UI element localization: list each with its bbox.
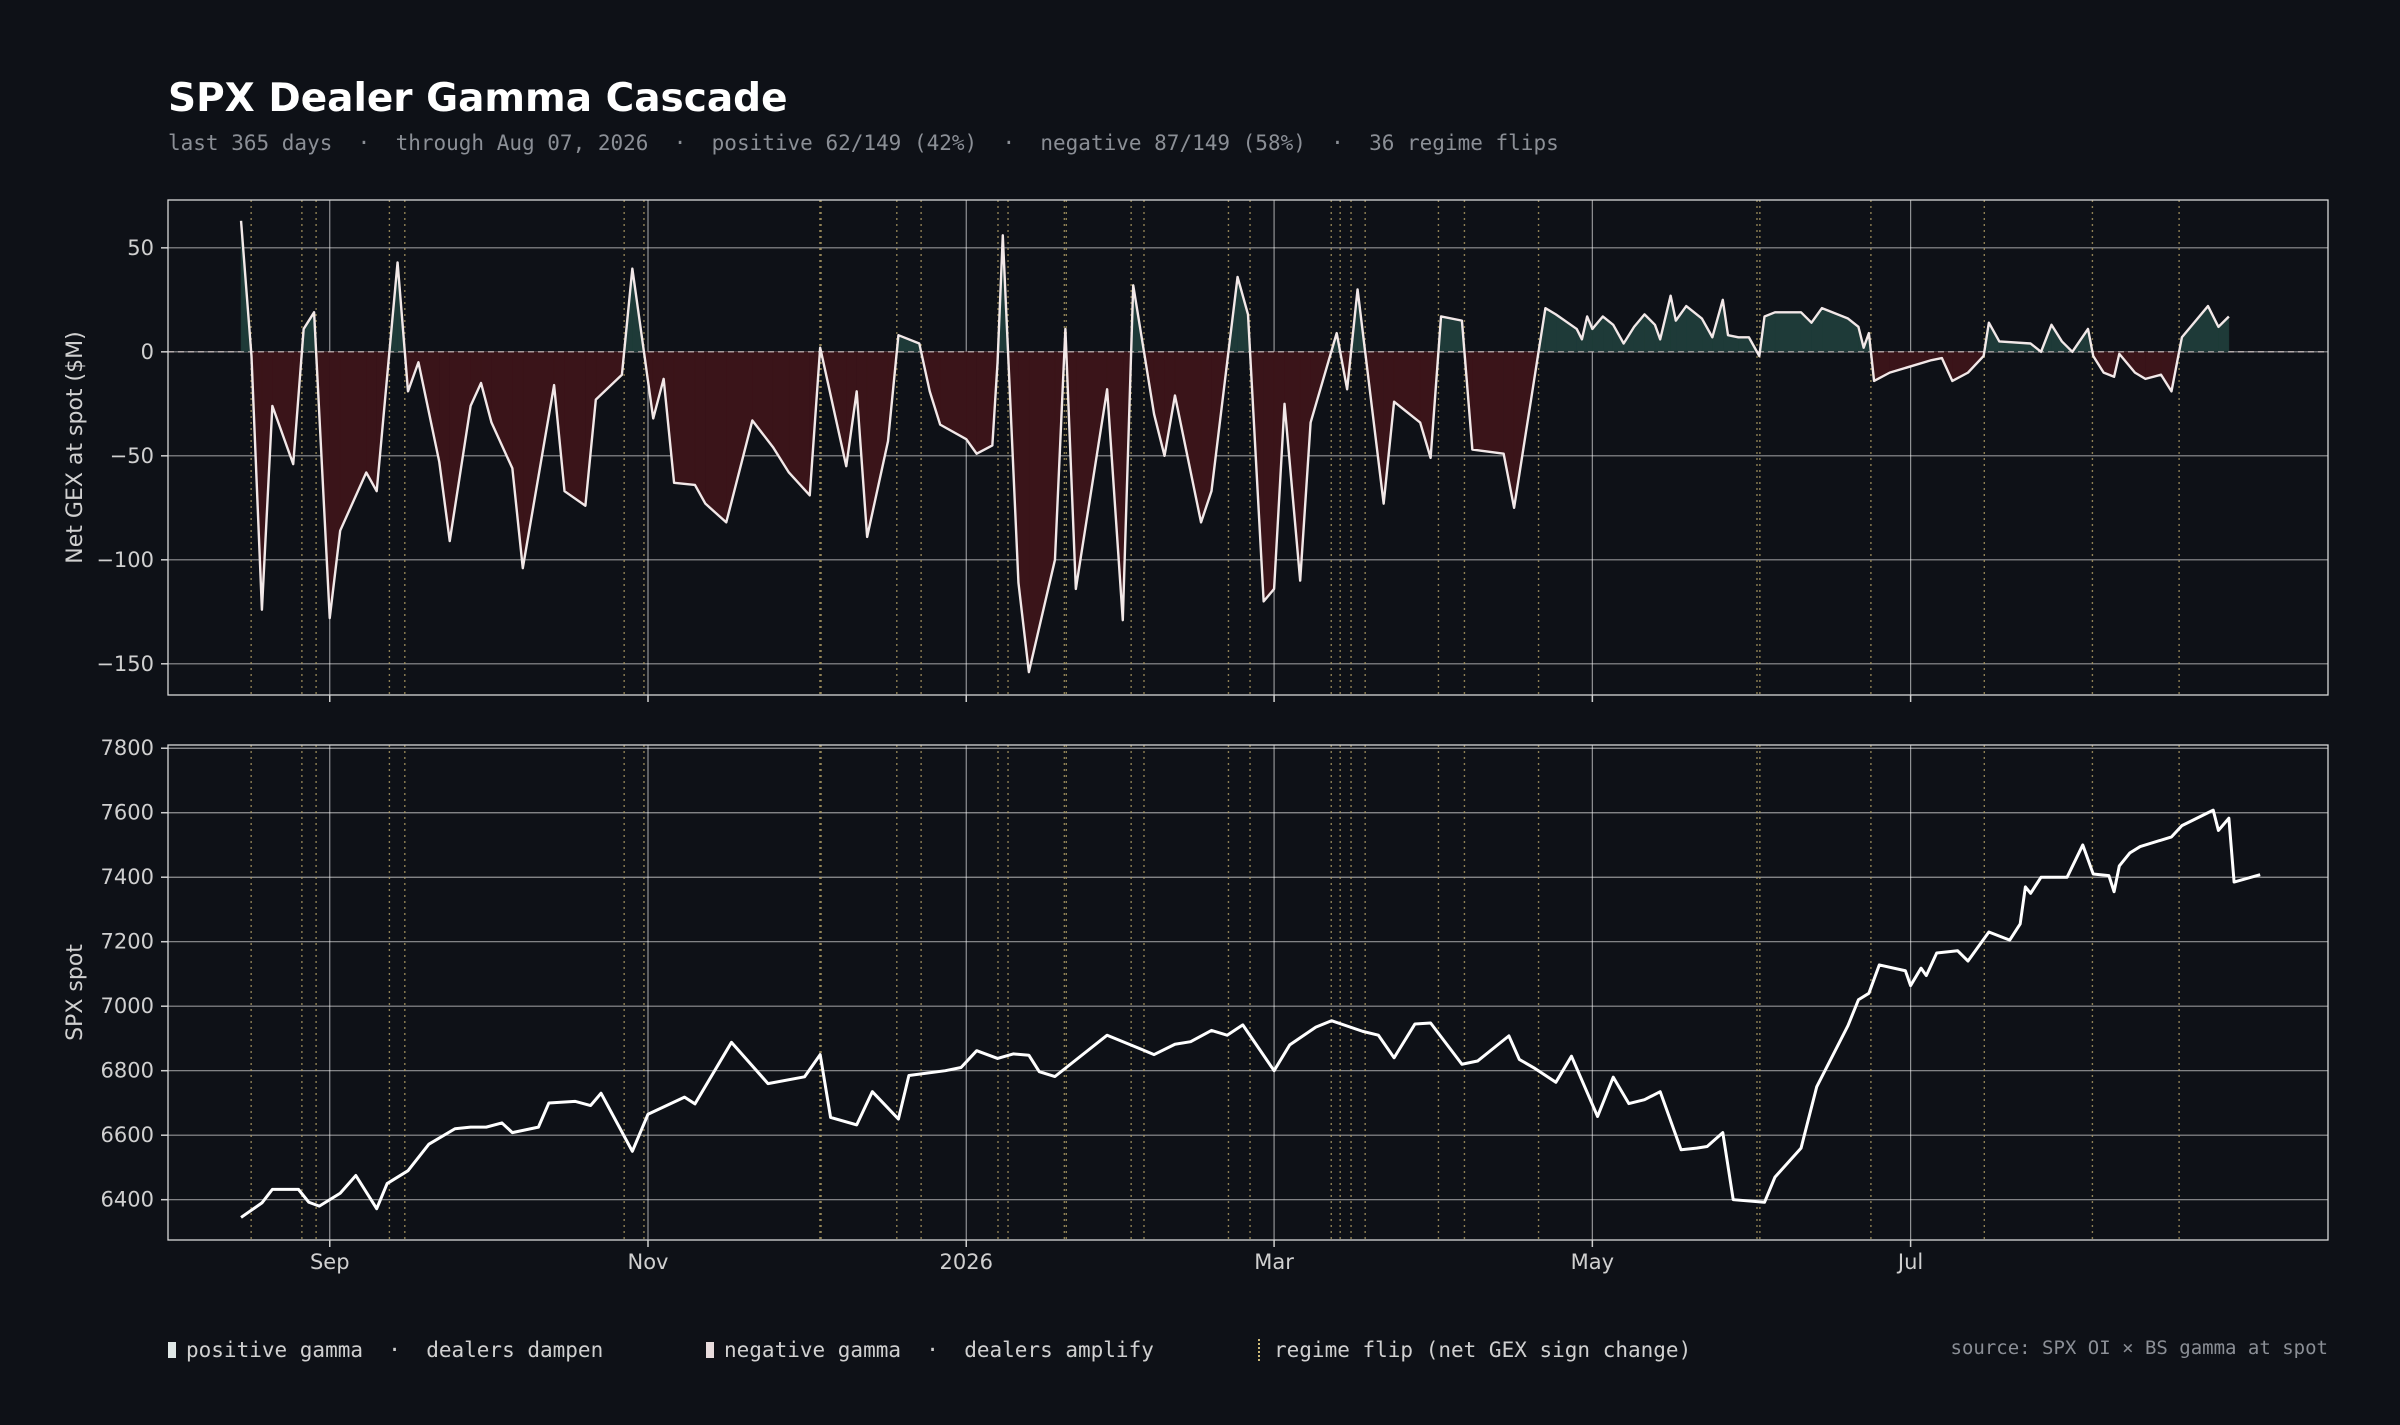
negative-swatch-icon [706,1342,714,1358]
y-tick-label: 0 [141,340,154,364]
y-axis-label: Net GEX at spot ($M) [63,331,88,563]
chart-subtitle: last 365 days · through Aug 07, 2026 · p… [168,131,1559,155]
x-tick-label: Sep [310,1250,350,1274]
legend-negative-label: negative gamma · dealers amplify [724,1338,1154,1362]
y-tick-label: 6600 [101,1123,154,1147]
y-axis-label: SPX spot [63,944,88,1041]
legend-positive: positive gamma · dealers dampen [168,1338,603,1362]
negative-gamma-area [250,351,2180,673]
y-tick-label: 6800 [101,1059,154,1083]
y-tick-label: 7400 [101,865,154,889]
x-tick-label: Jul [1896,1250,1923,1274]
y-tick-label: −150 [96,652,154,676]
legend-positive-label: positive gamma · dealers dampen [186,1338,604,1362]
y-tick-label: 7600 [101,801,154,825]
gex-panel: 50 0 −50 −100 −150 Net GEX at spot ($M) [63,199,2329,702]
y-tick-label: −100 [96,548,154,572]
legend-negative: negative gamma · dealers amplify [706,1338,1154,1362]
x-tick-label: 2026 [940,1250,993,1274]
x-tick-label: May [1571,1250,1614,1274]
x-tick-label: Nov [628,1250,669,1274]
legend-flip-label: regime flip (net GEX sign change) [1274,1338,1692,1362]
y-tick-label: 6400 [101,1188,154,1212]
y-tick-label: 7800 [101,736,154,760]
plot-frame [167,199,2329,696]
y-tick-label: 50 [127,236,154,260]
x-tick-label: Mar [1254,1250,1294,1274]
flip-marker-icon [1258,1339,1260,1361]
legend-flip: regime flip (net GEX sign change) [1258,1338,1691,1362]
plot-frame [167,744,2329,1241]
gex-series-line [239,220,2230,674]
chart-title: SPX Dealer Gamma Cascade [168,76,788,121]
positive-swatch-icon [168,1342,176,1358]
y-tick-label: 7000 [101,994,154,1018]
spot-series-line [240,808,2261,1219]
y-tick-label: 7200 [101,930,154,954]
source-note: source: SPX OI × BS gamma at spot [1950,1337,2329,1359]
positive-gamma-area [240,220,2230,353]
spot-panel: 7800 7600 7400 7200 7000 6800 6600 6400 SPX spot [63,736,2329,1247]
y-tick-label: −50 [110,444,154,468]
